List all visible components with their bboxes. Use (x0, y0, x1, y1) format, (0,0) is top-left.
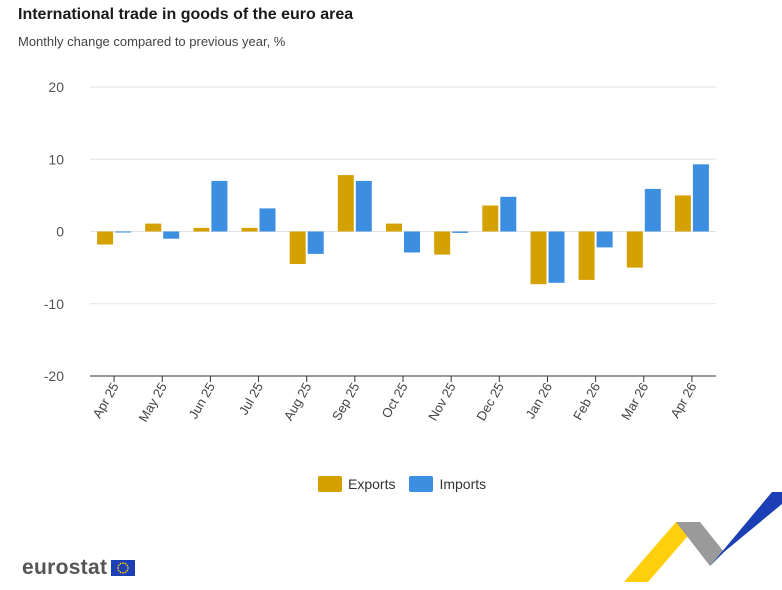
y-tick-label: 0 (56, 224, 64, 240)
bar-chart: 20 10 0 -10 -20 Apr 25 May 25 Jun 25 Jul 25 Aug 2… (44, 79, 716, 424)
imports-bar (452, 231, 469, 233)
imports-bar (500, 196, 517, 232)
y-tick-label: -20 (44, 368, 64, 384)
flag-star (122, 562, 125, 564)
exports-bar (482, 205, 499, 232)
exports-bar (578, 231, 595, 280)
exports-bar (241, 227, 258, 232)
imports-bar (596, 231, 613, 248)
exports-bar (97, 231, 114, 245)
flag-star (124, 571, 127, 574)
x-tick-label: Oct 25 (378, 380, 410, 421)
legend-label-imports: Imports (439, 476, 487, 492)
eu-flag-icon (111, 560, 136, 576)
x-tick-label: Jun 25 (185, 380, 218, 421)
imports-bar (115, 231, 132, 233)
x-tick-label: Sep 25 (329, 380, 363, 423)
legend-item-imports[interactable]: Imports (409, 476, 486, 492)
y-tick-label: 20 (48, 79, 64, 95)
x-tick-label: Feb 26 (570, 380, 603, 423)
flag-star (124, 562, 127, 565)
flag-star (117, 567, 120, 569)
exports-bar (386, 223, 402, 232)
legend-label-exports: Exports (348, 476, 396, 492)
exports-swatch (318, 476, 342, 492)
flag-star (127, 567, 130, 569)
x-tick-label: Jan 26 (523, 380, 556, 421)
x-tick-label: Jul 25 (236, 380, 266, 418)
imports-bar (692, 164, 709, 232)
x-tick-label: Apr 26 (667, 380, 699, 421)
x-tick-label: Aug 25 (281, 380, 315, 423)
x-tick-label: Dec 25 (473, 380, 507, 423)
chart-legend: Exports Imports (318, 476, 486, 492)
flag-star (119, 571, 122, 574)
imports-bar (307, 231, 324, 254)
chart-subtitle: Monthly change compared to previous year… (18, 34, 286, 49)
imports-swatch (409, 476, 434, 492)
exports-bar (674, 195, 691, 232)
x-tick-label: May 25 (136, 380, 170, 424)
imports-bar (259, 208, 276, 232)
flag-star (118, 569, 120, 572)
x-tick-label: Mar 26 (618, 380, 651, 423)
exports-bar (289, 231, 306, 264)
exports-bar (145, 223, 162, 232)
imports-bar (355, 180, 372, 232)
y-tick-label: -10 (44, 296, 64, 312)
legend-item-exports[interactable]: Exports (318, 476, 395, 492)
flag-star (122, 572, 125, 574)
flag-star (119, 562, 122, 565)
imports-bar (548, 231, 565, 283)
imports-bar (644, 188, 661, 232)
exports-bar (626, 231, 643, 268)
imports-bar (404, 231, 420, 253)
imports-bar (163, 231, 180, 239)
chart-title: International trade in goods of the euro… (18, 6, 354, 23)
flag-star (118, 564, 120, 567)
eurostat-logo: eurostat (22, 556, 136, 580)
x-tick-label: Apr 25 (90, 380, 122, 421)
exports-bar (530, 231, 547, 285)
logo-text: eurostat (22, 556, 108, 579)
flag-star (126, 569, 129, 572)
eurostat-chevron-graphic (624, 492, 782, 582)
y-tick-label: 10 (48, 151, 64, 167)
exports-bar (193, 227, 210, 232)
exports-bar (434, 231, 451, 255)
imports-bar (211, 180, 228, 232)
x-tick-label: Nov 25 (425, 380, 459, 423)
flag-star (126, 564, 129, 567)
exports-bar (337, 175, 354, 232)
